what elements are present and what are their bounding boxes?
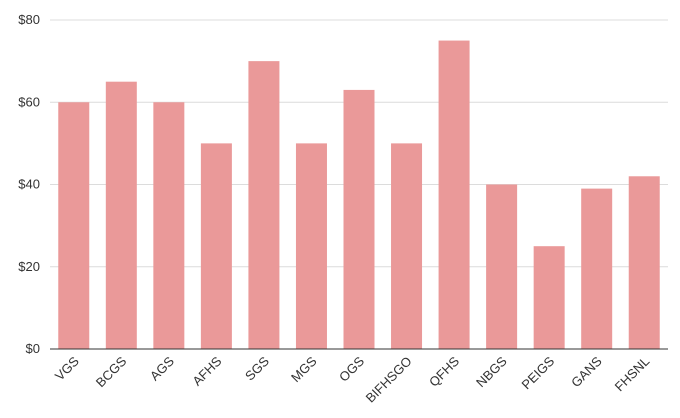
bar <box>153 102 185 349</box>
x-tick-label: OGS <box>336 353 367 384</box>
bar <box>105 81 137 349</box>
bar <box>486 184 518 349</box>
y-tick-label: $40 <box>18 177 40 192</box>
bar <box>295 143 327 349</box>
y-tick-label: $20 <box>18 259 40 274</box>
bar <box>248 61 280 349</box>
x-tick-label: SGS <box>242 353 272 383</box>
bar <box>200 143 232 349</box>
x-tick-label: BIFHSGO <box>363 354 415 406</box>
bar <box>343 89 375 349</box>
bar <box>438 40 470 349</box>
x-tick-label: PEIGS <box>519 353 558 392</box>
bar <box>581 188 613 349</box>
x-tick-label: AFHS <box>189 353 224 388</box>
bar <box>58 102 90 349</box>
x-tick-label: AGS <box>147 353 177 383</box>
x-tick-label: VGS <box>52 353 82 383</box>
bar <box>391 143 423 349</box>
y-tick-label: $0 <box>26 341 40 356</box>
bar <box>533 246 565 349</box>
x-tick-label: NBGS <box>473 353 510 390</box>
x-tick-label: GANS <box>568 353 605 390</box>
y-tick-label: $80 <box>18 12 40 27</box>
x-tick-label: FHSNL <box>612 354 653 395</box>
x-tick-label: MGS <box>288 353 320 385</box>
y-tick-label: $60 <box>18 94 40 109</box>
x-tick-label: BCGS <box>93 353 130 390</box>
x-tick-label: QFHS <box>426 353 462 389</box>
bar <box>628 176 660 349</box>
